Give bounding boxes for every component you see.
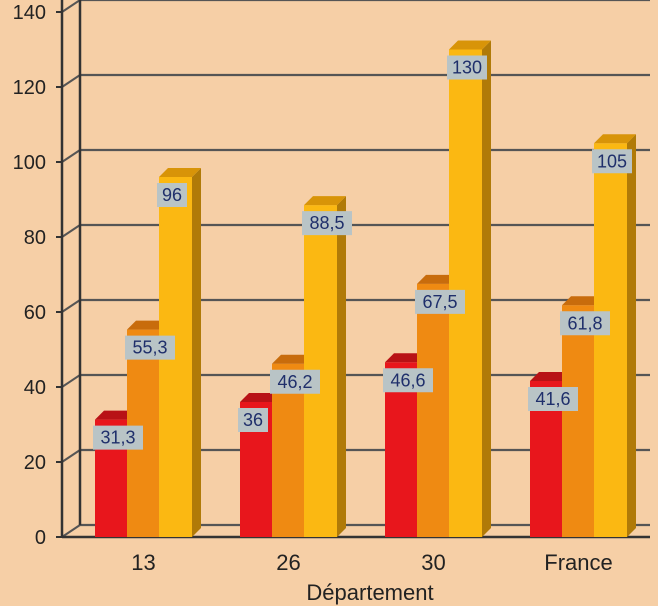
data-label: 31,3: [100, 428, 135, 448]
data-label: 67,5: [422, 292, 457, 312]
gridline-depth: [61, 224, 81, 238]
y-tick-label: 40: [24, 377, 46, 399]
bar-top: [449, 40, 491, 50]
data-label-box: [270, 369, 320, 394]
bar-side: [627, 134, 636, 537]
x-tick-label: 26: [276, 550, 300, 575]
data-label-box: [383, 368, 433, 393]
data-label-box: [415, 289, 465, 314]
x-tick-label: 13: [131, 550, 155, 575]
gridline-depth: [61, 449, 81, 463]
gridline-depth: [61, 0, 81, 13]
bar-top: [95, 410, 137, 420]
data-label-box: [447, 55, 487, 80]
y-tick-label: 0: [35, 527, 46, 549]
data-label: 55,3: [132, 338, 167, 358]
x-tick-label: 30: [421, 550, 445, 575]
bar: [562, 305, 595, 537]
bar-top: [304, 196, 346, 206]
gridline-depth: [61, 299, 81, 313]
y-tick-label: 60: [24, 302, 46, 324]
bar-top: [385, 353, 427, 363]
data-label: 88,5: [309, 213, 344, 233]
data-label-box: [560, 311, 610, 336]
bar-top: [530, 372, 572, 381]
gridline-depth: [61, 374, 81, 388]
x-tick-label: France: [544, 550, 612, 575]
bar-top: [159, 168, 201, 177]
data-labels: 31,3 55,3 96 36 46,2 88,5 46,6 67,5 130 41,6 61,8 1…: [93, 55, 632, 450]
data-label: 105: [597, 151, 627, 171]
data-label-box: [302, 211, 352, 236]
data-label: 41,6: [535, 389, 570, 409]
bar-top: [127, 320, 169, 330]
data-label: 36: [243, 410, 263, 430]
data-label-box: [528, 387, 578, 411]
data-label-box: [157, 183, 187, 207]
bar-top: [240, 393, 282, 402]
data-label: 46,6: [390, 370, 425, 390]
data-label-box: [592, 149, 632, 174]
gridline-depth: [61, 524, 81, 538]
y-tick-label: 100: [13, 152, 46, 174]
y-tick-label: 80: [24, 227, 46, 249]
x-axis-title: Département: [306, 580, 433, 605]
data-label-box: [125, 335, 175, 360]
bar-side: [482, 40, 491, 537]
data-label-box: [93, 425, 143, 450]
bar: [594, 143, 627, 537]
y-tick-label: 140: [13, 2, 46, 24]
data-label: 61,8: [567, 313, 602, 333]
bar-top: [594, 134, 636, 144]
gridline-depth: [61, 149, 81, 163]
data-label: 46,2: [277, 372, 312, 392]
bar: [417, 283, 450, 537]
y-tick-label: 120: [13, 77, 46, 99]
gridline-depth: [61, 74, 81, 88]
bar-top: [417, 274, 459, 284]
data-label: 130: [452, 58, 482, 78]
bar-top: [562, 296, 604, 306]
bar-side: [337, 196, 346, 537]
bar-side: [192, 168, 201, 537]
bar-top: [272, 354, 314, 364]
data-label: 96: [162, 185, 182, 205]
y-tick-label: 20: [24, 452, 46, 474]
data-label-box: [238, 408, 268, 432]
bars: [95, 40, 636, 537]
